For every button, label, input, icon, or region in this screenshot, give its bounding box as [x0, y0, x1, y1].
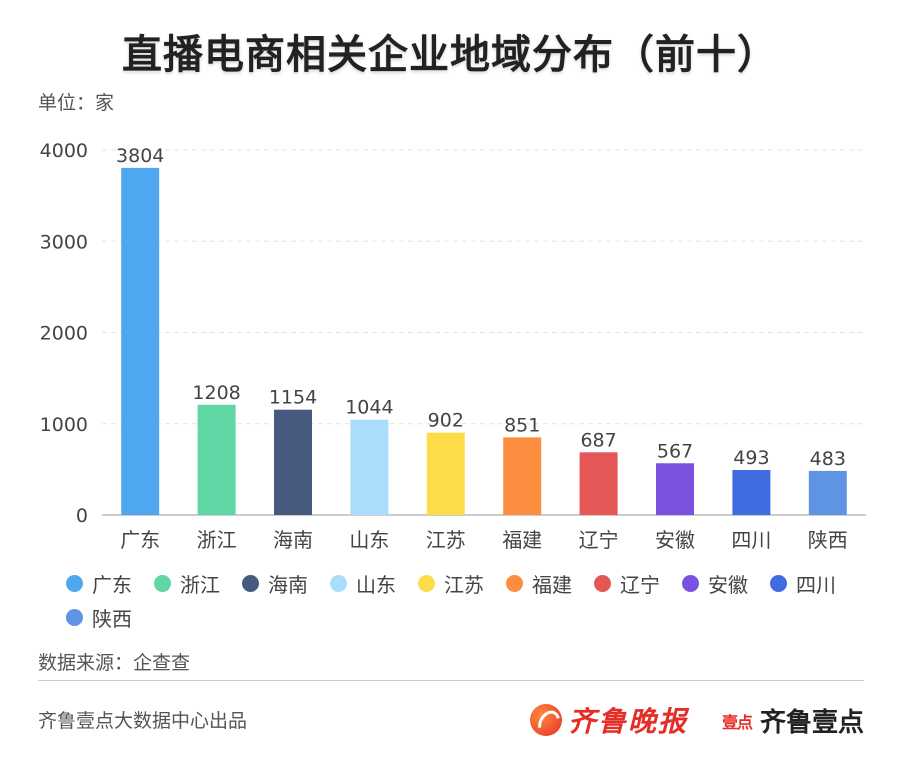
x-tick-label: 海南 — [273, 528, 313, 552]
legend-label: 辽宁 — [620, 572, 660, 597]
x-tick-label: 辽宁 — [579, 528, 619, 552]
legend-swatch — [682, 574, 699, 592]
legend-label: 海南 — [268, 572, 308, 597]
brand-name: 齐鲁晚报 — [568, 705, 689, 738]
chart-title: 直播电商相关企业地域分布（前十） — [122, 32, 778, 78]
legend-label: 四川 — [796, 572, 836, 597]
legend-swatch — [330, 574, 347, 592]
data-label: 851 — [504, 414, 540, 436]
footer-divider — [38, 680, 864, 681]
legend-swatch — [154, 574, 171, 592]
data-label: 1208 — [192, 382, 240, 404]
data-label: 902 — [428, 410, 464, 432]
bar-chart: 0 1000 2000 3000 4000 3804 广东 1208 浙江 1154 海南 1044 山… — [40, 140, 866, 552]
legend-swatch — [594, 574, 611, 592]
bar — [197, 404, 236, 515]
x-tick-label: 福建 — [502, 528, 542, 552]
legend-item: 海南 — [242, 566, 308, 600]
bar — [121, 167, 160, 515]
bar — [656, 463, 694, 515]
legend-swatch — [418, 574, 435, 592]
legend-label: 安徽 — [708, 572, 748, 597]
chart-legend: 广东 浙江 海南 山东 江苏 福建 辽宁 安徽 四川陕西 — [66, 566, 866, 634]
bar — [579, 452, 618, 515]
yidian-mark: 壹点 — [722, 712, 753, 732]
y-tick-label: 3000 — [40, 231, 88, 253]
bar — [350, 419, 389, 515]
x-tick-label: 浙江 — [197, 528, 237, 552]
legend-item: 陕西 — [66, 600, 132, 634]
bar — [426, 432, 465, 515]
producer-credit: 齐鲁壹点大数据中心出品 — [38, 710, 248, 732]
legend-item: 四川 — [770, 566, 836, 600]
legend-item: 江苏 — [418, 566, 484, 600]
legend-label: 山东 — [356, 572, 396, 597]
y-tick-label: 4000 — [40, 140, 88, 162]
data-label: 483 — [810, 448, 846, 470]
legend-item: 安徽 — [682, 566, 748, 600]
brand-mark-icon — [530, 704, 562, 736]
legend-item: 山东 — [330, 566, 396, 600]
data-label: 3804 — [116, 145, 164, 167]
data-label: 687 — [580, 429, 616, 451]
data-label: 567 — [657, 440, 693, 462]
x-tick-label: 江苏 — [426, 528, 466, 552]
qilu-evening-news-logo: 齐鲁晚报 — [530, 700, 688, 740]
qilu-yidian-logo: 壹点 齐鲁壹点 — [722, 702, 864, 739]
data-source: 数据来源：企查查 — [38, 652, 191, 674]
legend-label: 江苏 — [444, 572, 484, 597]
legend-swatch — [242, 574, 259, 592]
legend-swatch — [66, 574, 83, 592]
bar — [808, 470, 847, 515]
legend-label: 浙江 — [180, 572, 220, 597]
yidian-name: 齐鲁壹点 — [760, 708, 865, 738]
legend-item: 辽宁 — [594, 566, 660, 600]
y-tick-label: 2000 — [40, 323, 88, 345]
x-tick-label: 广东 — [120, 528, 160, 552]
legend-item: 广东 — [66, 566, 132, 600]
bar — [732, 470, 771, 515]
legend-label: 广东 — [92, 572, 132, 597]
legend-item: 浙江 — [154, 566, 220, 600]
x-tick-label: 山东 — [349, 528, 389, 552]
data-label: 1154 — [269, 387, 317, 409]
legend-label: 福建 — [532, 572, 572, 597]
x-tick-label: 四川 — [731, 528, 771, 552]
legend-label: 陕西 — [92, 606, 132, 631]
legend-swatch — [66, 608, 83, 626]
legend-swatch — [506, 574, 523, 592]
unit-label: 单位：家 — [38, 92, 115, 114]
x-tick-label: 陕西 — [808, 528, 848, 552]
data-label: 493 — [733, 447, 769, 469]
bar — [503, 437, 542, 515]
x-tick-label: 安徽 — [655, 528, 695, 552]
y-tick-label: 1000 — [40, 414, 88, 436]
y-tick-label: 0 — [76, 505, 88, 527]
legend-swatch — [770, 574, 787, 592]
legend-item: 福建 — [506, 566, 572, 600]
data-label: 1044 — [345, 397, 393, 419]
bar — [274, 409, 312, 515]
